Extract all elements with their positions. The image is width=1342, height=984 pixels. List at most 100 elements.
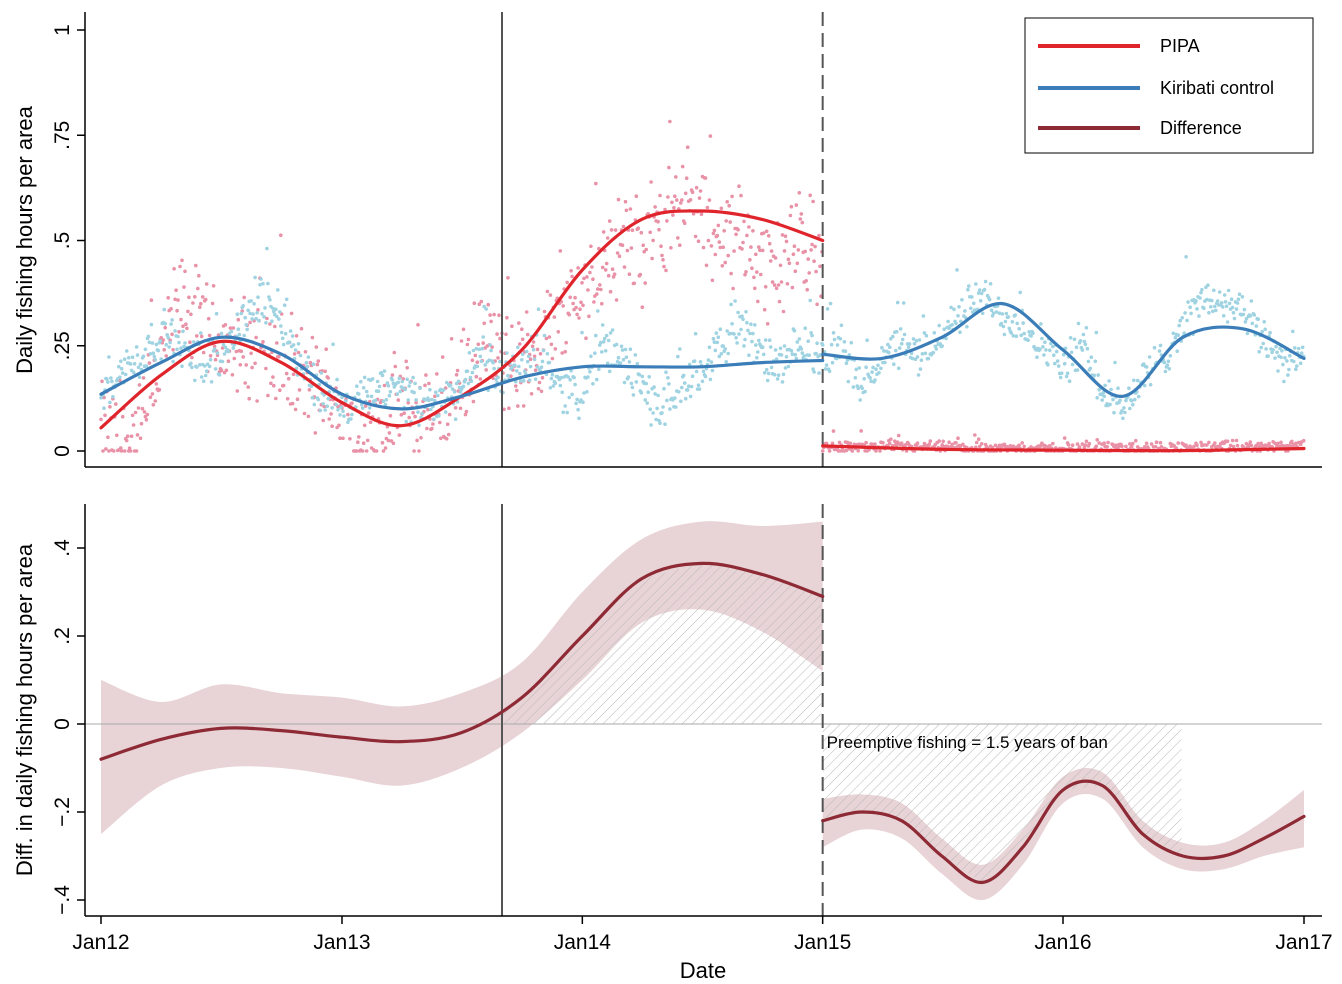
scatter-point-kiribati-daily xyxy=(1097,387,1101,392)
scatter-point-kiribati-daily xyxy=(789,348,794,353)
scatter-point-pipa-daily xyxy=(1207,440,1211,445)
scatter-point-kiribati-daily xyxy=(1186,300,1190,304)
scatter-point-kiribati-daily xyxy=(965,324,969,329)
scatter-point-kiribati-daily xyxy=(1217,290,1222,294)
scatter-point-pipa-daily xyxy=(688,198,693,202)
scatter-point-kiribati-daily xyxy=(897,346,902,350)
scatter-point-pipa-daily xyxy=(253,361,257,366)
scatter-point-kiribati-daily xyxy=(987,297,992,302)
scatter-point-kiribati-daily xyxy=(701,369,706,374)
scatter-point-pipa-daily xyxy=(230,373,235,377)
scatter-point-pipa-daily xyxy=(198,305,202,310)
scatter-point-kiribati-daily xyxy=(167,345,171,349)
scatter-point-pipa-daily xyxy=(730,194,734,199)
scatter-point-kiribati-daily xyxy=(619,344,624,349)
scatter-point-kiribati-daily xyxy=(894,329,899,334)
scatter-point-pipa-daily xyxy=(447,412,452,417)
scatter-point-kiribati-daily xyxy=(482,304,487,309)
scatter-point-kiribati-daily xyxy=(1072,337,1077,342)
scatter-point-kiribati-daily xyxy=(1011,334,1016,338)
scatter-point-kiribati-daily xyxy=(375,379,380,384)
scatter-point-kiribati-daily xyxy=(192,340,196,344)
scatter-point-kiribati-daily xyxy=(1141,362,1146,366)
scatter-point-pipa-daily xyxy=(445,422,450,427)
scatter-point-pipa-daily xyxy=(404,359,409,364)
scatter-point-kiribati-daily xyxy=(663,422,667,427)
scatter-point-kiribati-daily xyxy=(1173,335,1178,340)
scatter-point-kiribati-daily xyxy=(483,363,488,367)
scatter-point-pipa-daily xyxy=(127,446,132,451)
scatter-point-kiribati-daily xyxy=(916,373,921,377)
scatter-point-pipa-daily xyxy=(389,439,394,443)
scatter-point-kiribati-daily xyxy=(756,350,760,354)
scatter-point-kiribati-daily xyxy=(676,354,680,359)
scatter-point-kiribati-daily xyxy=(651,411,655,415)
scatter-point-pipa-daily xyxy=(302,411,307,416)
scatter-point-kiribati-daily xyxy=(830,360,835,365)
scatter-point-pipa-daily xyxy=(507,406,511,411)
scatter-point-pipa-daily xyxy=(517,321,521,325)
scatter-point-pipa-daily xyxy=(563,349,567,354)
scatter-point-kiribati-daily xyxy=(309,384,314,389)
scatter-point-kiribati-daily xyxy=(832,337,837,342)
scatter-point-kiribati-daily xyxy=(1118,398,1122,403)
scatter-point-pipa-daily xyxy=(453,406,458,410)
scatter-point-kiribati-daily xyxy=(496,375,500,380)
scatter-point-pipa-daily xyxy=(461,327,466,332)
scatter-point-kiribati-daily xyxy=(864,365,868,370)
scatter-point-pipa-daily xyxy=(648,230,652,235)
scatter-point-kiribati-daily xyxy=(751,331,755,336)
scatter-point-pipa-daily xyxy=(607,219,612,223)
scatter-point-kiribati-daily xyxy=(898,327,903,331)
scatter-point-pipa-daily xyxy=(463,412,468,417)
scatter-point-pipa-daily xyxy=(576,266,580,270)
scatter-point-kiribati-daily xyxy=(1086,359,1091,364)
scatter-point-pipa-daily xyxy=(794,203,799,207)
scatter-point-kiribati-daily xyxy=(549,376,554,381)
scatter-point-kiribati-daily xyxy=(800,351,805,355)
scatter-point-kiribati-daily xyxy=(807,353,811,358)
scatter-point-kiribati-daily xyxy=(1053,361,1057,366)
scatter-point-pipa-daily xyxy=(393,364,398,369)
scatter-point-kiribati-daily xyxy=(380,373,385,378)
scatter-point-kiribati-daily xyxy=(1122,406,1126,410)
bottom-y-tick-label: −.4 xyxy=(51,885,74,915)
scatter-point-pipa-daily xyxy=(620,243,625,247)
scatter-point-kiribati-daily xyxy=(376,389,381,394)
scatter-point-kiribati-daily xyxy=(1163,369,1168,374)
scatter-point-kiribati-daily xyxy=(429,407,433,412)
scatter-point-kiribati-daily xyxy=(1094,330,1099,335)
scatter-point-pipa-daily xyxy=(752,275,756,280)
scatter-point-kiribati-daily xyxy=(914,339,919,343)
scatter-point-kiribati-daily xyxy=(251,312,255,316)
scatter-point-kiribati-daily xyxy=(931,350,936,355)
scatter-point-kiribati-daily xyxy=(629,381,634,386)
scatter-point-pipa-daily xyxy=(666,195,670,199)
scatter-point-kiribati-daily xyxy=(706,358,711,362)
scatter-point-pipa-daily xyxy=(731,286,735,291)
scatter-point-kiribati-daily xyxy=(656,393,660,398)
scatter-point-kiribati-daily xyxy=(279,330,284,335)
scatter-point-kiribati-daily xyxy=(539,365,544,370)
scatter-point-kiribati-daily xyxy=(461,384,466,389)
scatter-point-kiribati-daily xyxy=(1157,349,1162,353)
scatter-point-pipa-daily xyxy=(504,332,508,337)
scatter-point-kiribati-daily xyxy=(757,338,761,343)
scatter-point-kiribati-daily xyxy=(711,336,716,341)
scatter-point-kiribati-daily xyxy=(1059,371,1064,376)
scatter-point-kiribati-daily xyxy=(524,349,529,354)
scatter-point-kiribati-daily xyxy=(565,410,569,415)
scatter-point-kiribati-daily xyxy=(772,372,777,377)
scatter-point-kiribati-daily xyxy=(243,315,247,320)
scatter-point-kiribati-daily xyxy=(1248,314,1253,318)
scatter-point-pipa-daily xyxy=(271,375,275,379)
scatter-point-kiribati-daily xyxy=(776,373,781,378)
scatter-point-kiribati-daily xyxy=(322,393,327,397)
scatter-point-pipa-daily xyxy=(269,381,273,386)
scatter-point-kiribati-daily xyxy=(620,348,625,352)
scatter-point-kiribati-daily xyxy=(838,337,843,341)
scatter-point-pipa-daily xyxy=(357,435,361,439)
scatter-point-kiribati-daily xyxy=(575,397,579,402)
scatter-point-pipa-daily xyxy=(430,426,434,431)
scatter-point-kiribati-daily xyxy=(980,311,985,316)
